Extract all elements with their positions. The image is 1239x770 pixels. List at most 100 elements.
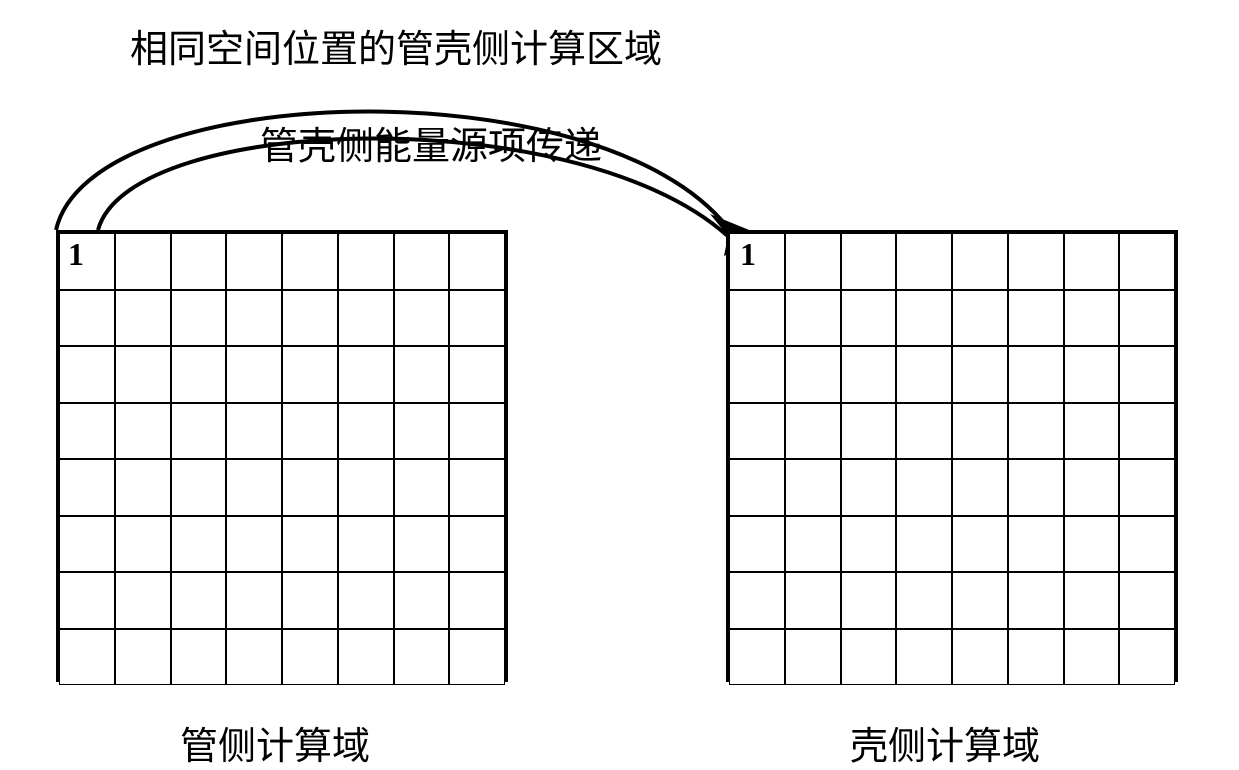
grid-cell [449,233,505,290]
grid-cell [394,233,450,290]
grid-row [59,346,505,403]
grid-row [729,403,1175,460]
grid-cell [338,290,394,347]
grid-cell [729,290,785,347]
grid-cell [394,290,450,347]
grid-cell [896,629,952,686]
grid-cell [226,516,282,573]
top-label-line2: 管壳侧能量源项传递 [260,115,602,170]
grid-cell [896,346,952,403]
grid-cell [338,346,394,403]
grid-cell [449,346,505,403]
grid-cell [338,233,394,290]
grid-cell [226,346,282,403]
grid-row [729,290,1175,347]
grid-cell [729,346,785,403]
grid-cell [394,572,450,629]
grid-cell [171,290,227,347]
grid-cell [226,629,282,686]
grid-cell [841,459,897,516]
grid-row [729,629,1175,686]
grid-cell [282,233,338,290]
grid-cell [1064,516,1120,573]
grid-cell [282,346,338,403]
grid-cell [1119,233,1175,290]
grid-cell [449,403,505,460]
grid-cell [394,516,450,573]
grid-cell [338,629,394,686]
grid-row [59,572,505,629]
left-grid [56,230,508,682]
grid-cell [1119,403,1175,460]
grid-cell [282,629,338,686]
grid-row [729,459,1175,516]
grid-cell [952,516,1008,573]
grid-cell [226,572,282,629]
grid-cell [338,403,394,460]
grid-cell [785,572,841,629]
grid-cell [1064,572,1120,629]
grid-cell [115,233,171,290]
right-grid [726,230,1178,682]
grid-cell [1119,629,1175,686]
grid-cell [394,403,450,460]
grid-cell [449,459,505,516]
grid-row [729,516,1175,573]
grid-cell [1119,346,1175,403]
grid-cell [1119,572,1175,629]
grid-cell [785,346,841,403]
grid-row [729,572,1175,629]
grid-cell [338,516,394,573]
grid-cell [59,290,115,347]
grid-cell [59,629,115,686]
grid-cell [896,403,952,460]
grid-cell [841,629,897,686]
grid-cell [1119,290,1175,347]
grid-cell [1119,459,1175,516]
grid-cell [952,572,1008,629]
grid-cell [1064,233,1120,290]
grid-row [59,459,505,516]
grid-cell [952,629,1008,686]
grid-cell [896,516,952,573]
grid-cell [115,403,171,460]
grid-cell [952,290,1008,347]
left-cell-marker: 1 [68,236,84,273]
grid-cell [1064,403,1120,460]
grid-cell [896,290,952,347]
grid-cell [1008,572,1064,629]
grid-cell [171,516,227,573]
grid-cell [226,403,282,460]
grid-row [59,629,505,686]
grid-cell [1008,459,1064,516]
grid-cell [952,403,1008,460]
diagram-container: 相同空间位置的管壳侧计算区域 管壳侧能量源项传递 1 1 管侧计算域 壳侧计算域 [0,0,1239,762]
grid-cell [952,346,1008,403]
grid-cell [729,459,785,516]
grid-cell [785,233,841,290]
grid-cell [449,516,505,573]
grid-cell [729,516,785,573]
grid-cell [729,403,785,460]
grid-cell [115,346,171,403]
grid-cell [896,459,952,516]
grid-cell [841,572,897,629]
grid-cell [59,346,115,403]
grid-cell [226,459,282,516]
grid-cell [841,403,897,460]
grid-row [729,346,1175,403]
grid-cell [952,459,1008,516]
grid-cell [449,572,505,629]
grid-cell [115,290,171,347]
grid-cell [394,629,450,686]
grid-cell [785,290,841,347]
grid-cell [729,233,785,290]
grid-cell [1064,629,1120,686]
grid-cell [338,572,394,629]
grid-cell [394,459,450,516]
grid-cell [1064,346,1120,403]
grid-cell [171,629,227,686]
grid-cell [282,572,338,629]
grid-cell [785,516,841,573]
grid-cell [841,290,897,347]
